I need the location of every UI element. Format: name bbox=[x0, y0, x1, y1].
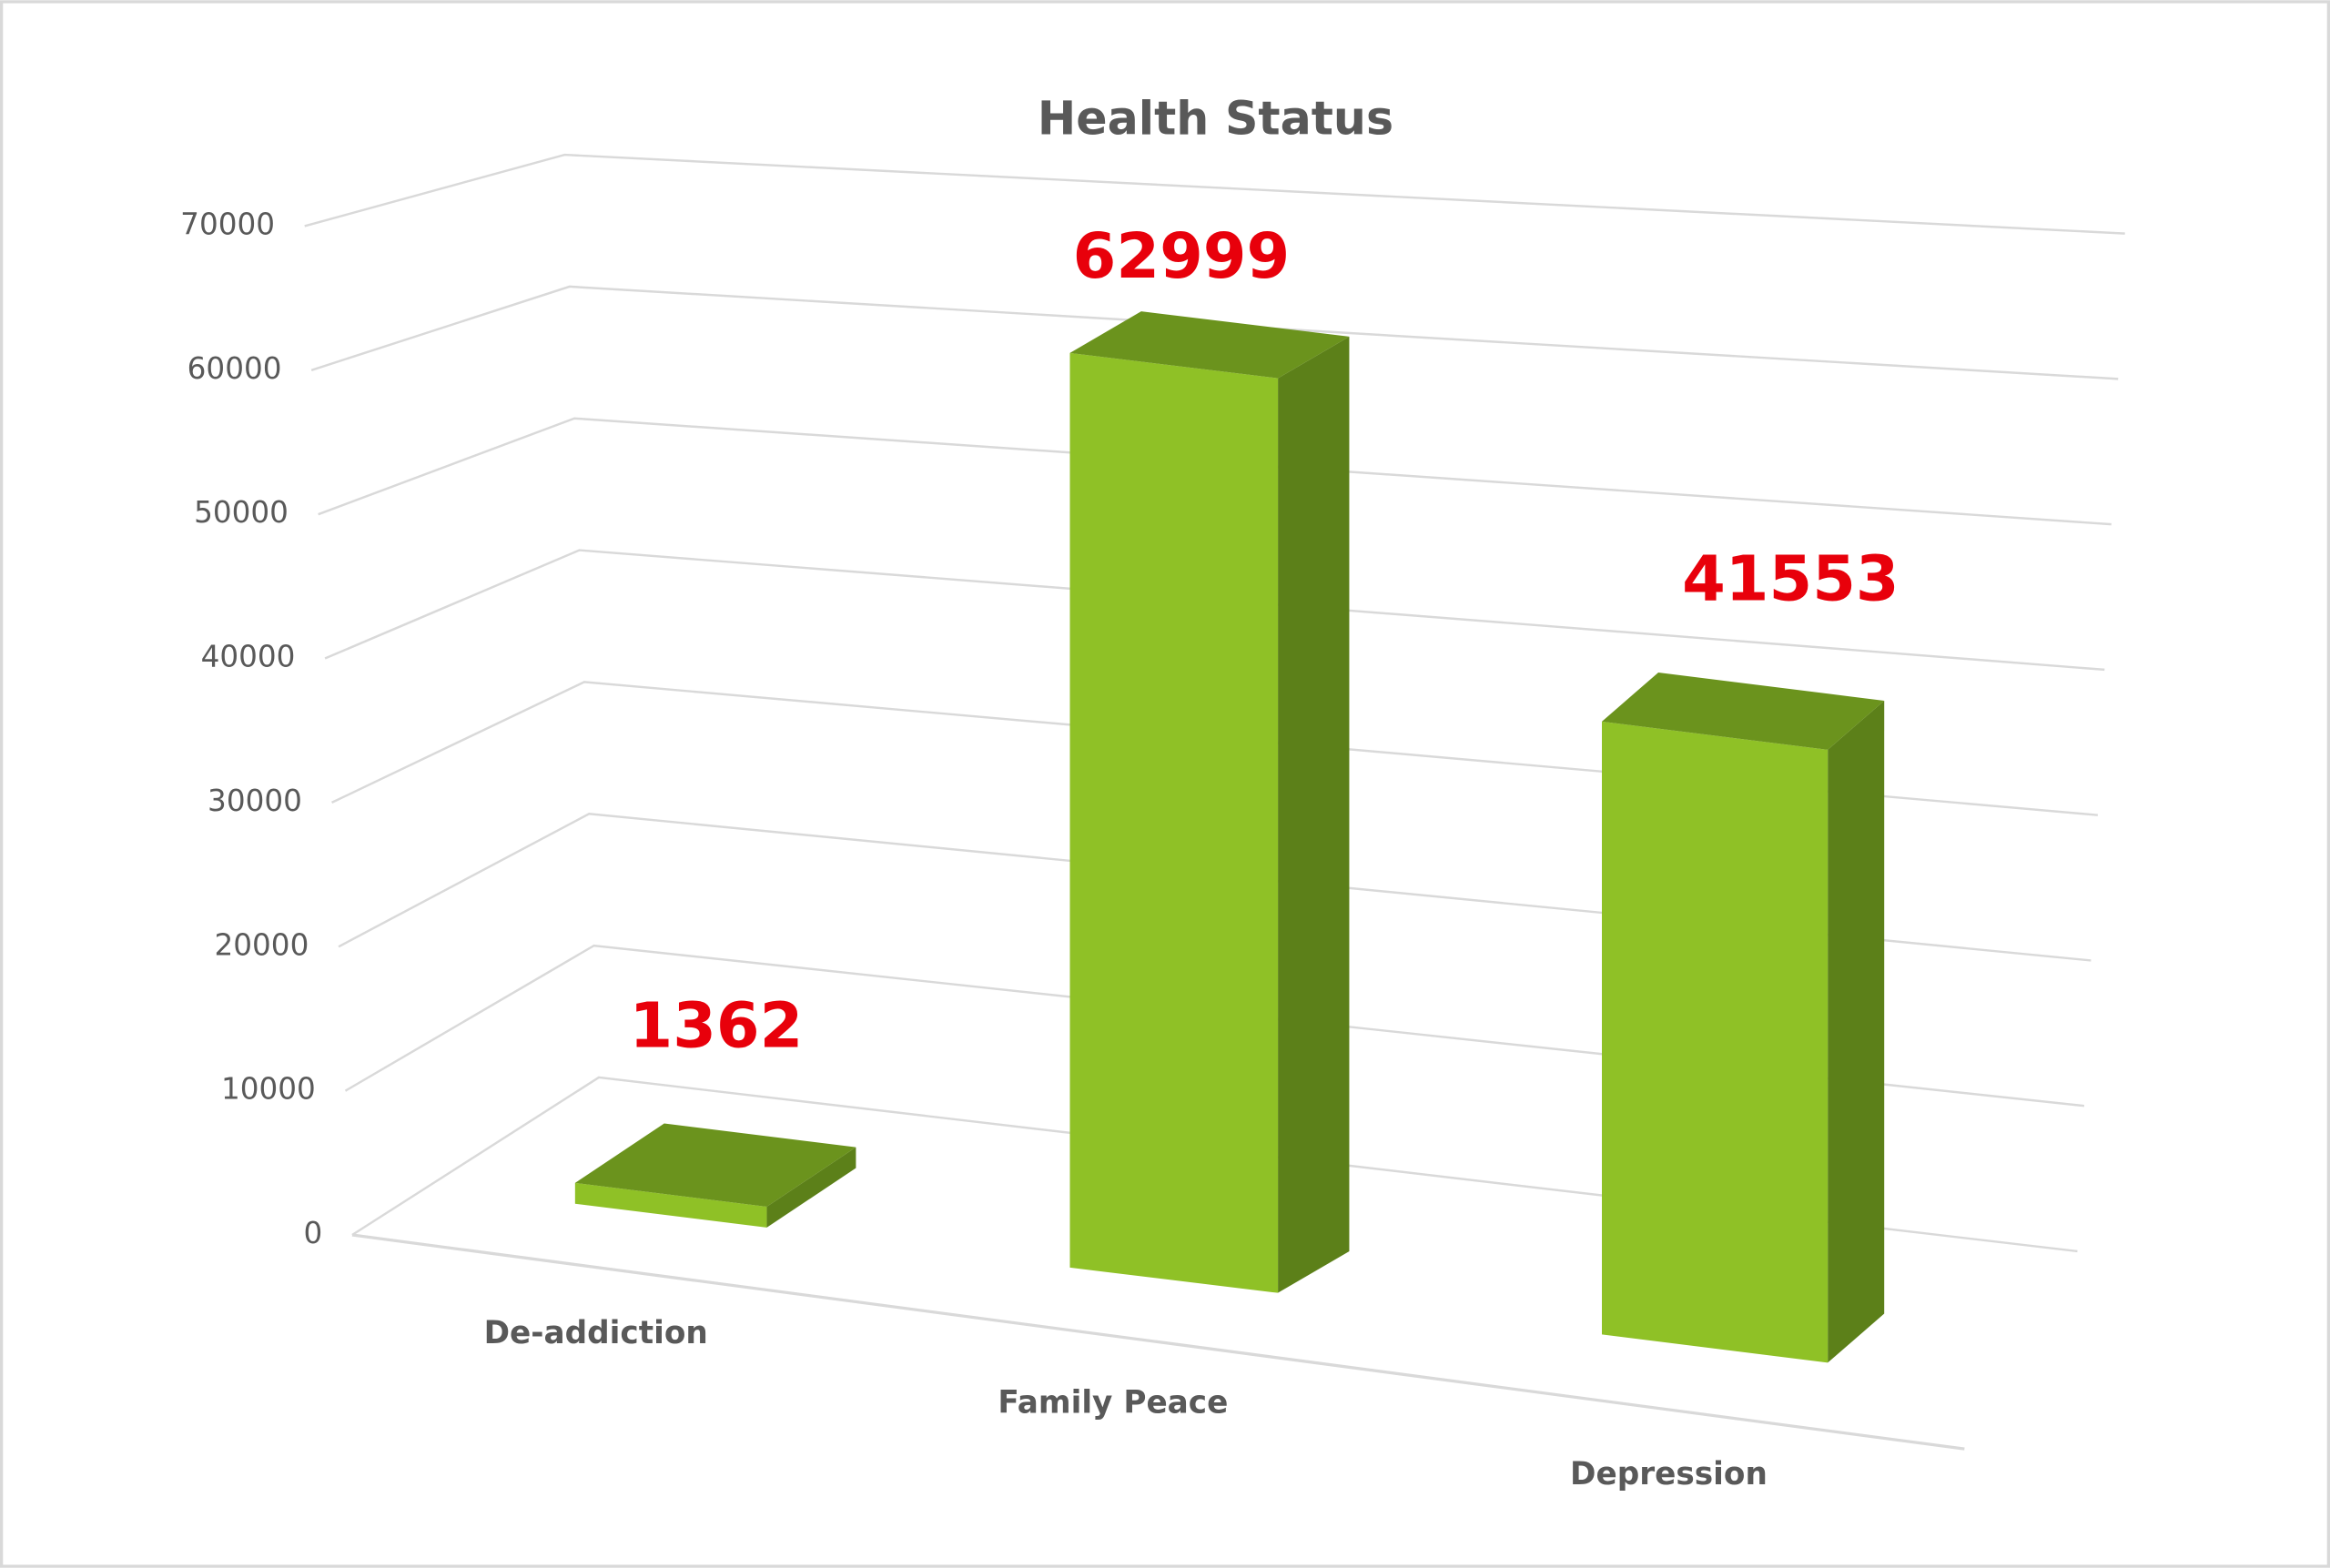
y-tick-label: 10000 bbox=[221, 1072, 316, 1107]
y-tick-label: 50000 bbox=[194, 495, 289, 530]
chart-title: Health Status bbox=[1038, 92, 1393, 146]
bar-top bbox=[1602, 672, 1885, 750]
bar bbox=[1602, 721, 1829, 1363]
y-tick-label: 0 bbox=[304, 1216, 323, 1250]
grid-line bbox=[331, 681, 2098, 816]
bar-side bbox=[1278, 336, 1350, 1293]
x-tick-label: De-addiction bbox=[484, 1315, 708, 1351]
bar bbox=[574, 1182, 767, 1228]
y-tick-label: 40000 bbox=[201, 640, 296, 674]
grid-line bbox=[310, 285, 2119, 380]
bar-side bbox=[1828, 700, 1885, 1363]
y-tick-label: 30000 bbox=[208, 784, 302, 818]
y-tick-label: 70000 bbox=[180, 207, 275, 241]
x-tick-label: Family Peace bbox=[998, 1385, 1228, 1421]
bar bbox=[1069, 352, 1279, 1293]
grid-line bbox=[318, 417, 2112, 526]
bar-top bbox=[574, 1123, 856, 1207]
grid-line bbox=[351, 1076, 2078, 1253]
value-label: 41553 bbox=[1682, 542, 1899, 615]
grid-line bbox=[304, 153, 2125, 235]
floor-edge bbox=[351, 1233, 1965, 1451]
x-tick-label: Depression bbox=[1570, 1456, 1768, 1492]
grid-line bbox=[338, 813, 2092, 962]
value-label: 1362 bbox=[630, 990, 804, 1063]
bar-top bbox=[1069, 311, 1350, 379]
y-tick-label: 20000 bbox=[215, 927, 309, 962]
value-label: 62999 bbox=[1073, 220, 1291, 293]
bar-side bbox=[766, 1147, 856, 1228]
grid-line bbox=[324, 549, 2105, 672]
y-tick-label: 60000 bbox=[187, 351, 282, 386]
grid-line bbox=[344, 944, 2085, 1108]
